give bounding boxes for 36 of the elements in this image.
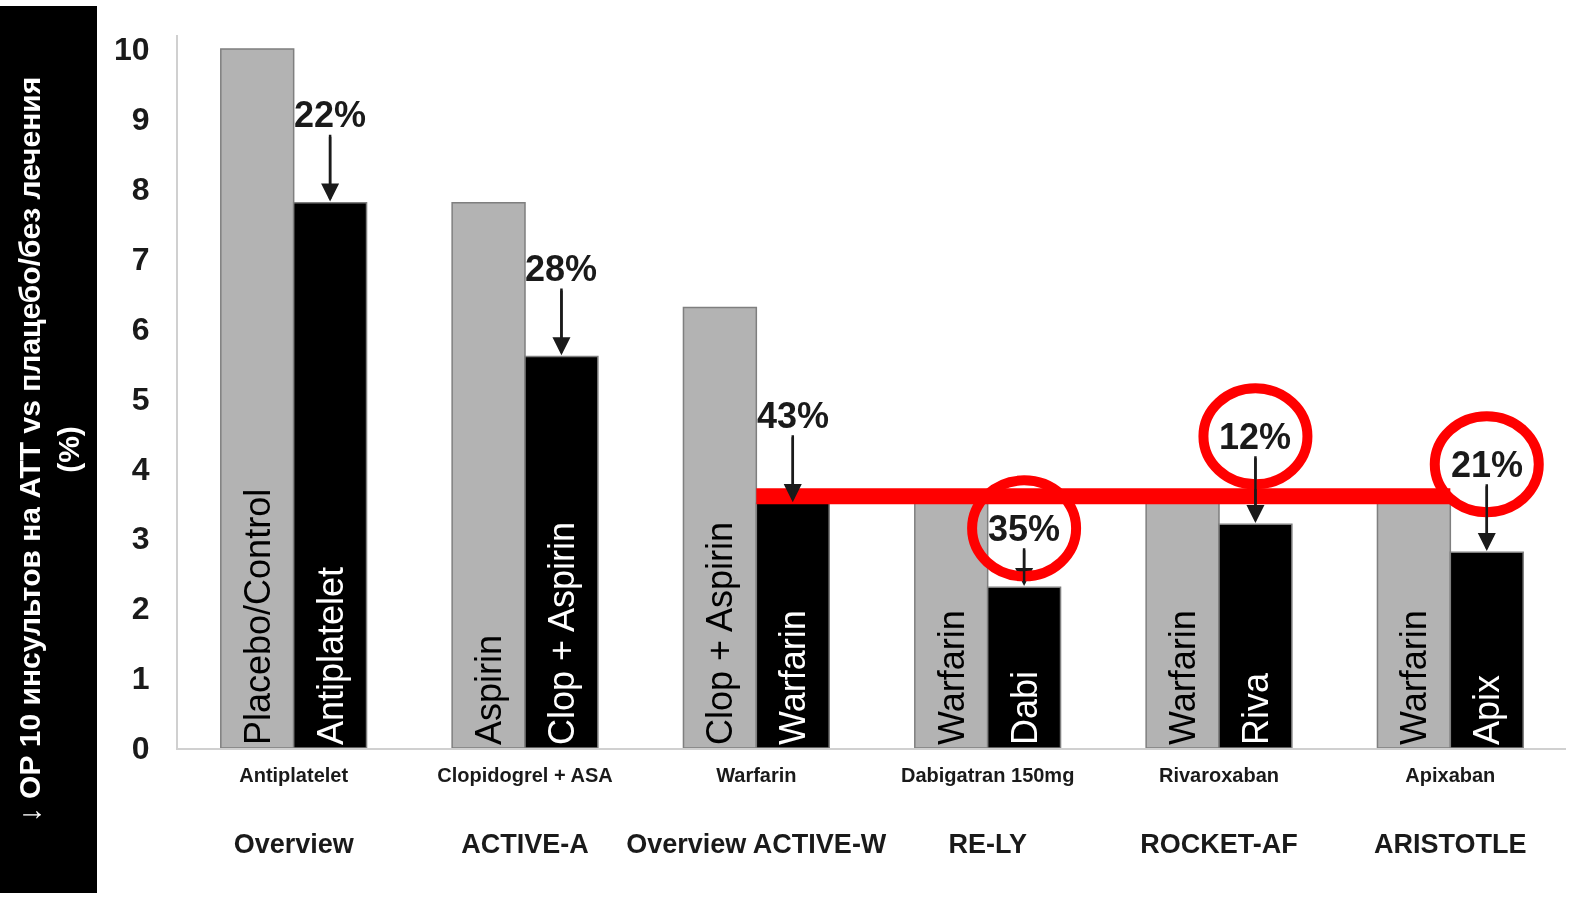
data-label: Clop + Aspirin: [540, 521, 582, 745]
category-label: Antiplatelet Overview: [233, 764, 354, 859]
category-label: Dabigatran 150mg RE-LY: [900, 764, 1075, 859]
annotation: 12%: [1219, 416, 1292, 457]
data-label: Aspirin: [468, 634, 510, 745]
data-label: Warfarin: [772, 610, 814, 745]
annotation: 35%: [988, 508, 1061, 549]
data-label: Placebo/Control: [236, 488, 278, 745]
category-label: Rivaroxaban ROCKET-AF: [1140, 764, 1298, 859]
y-tick-label: 7: [131, 240, 150, 277]
data-label: Apix: [1466, 674, 1508, 745]
data-label: Clop + Aspirin: [699, 521, 741, 745]
y-axis-title: ↓ ОР 10 инсультов на АТТ vs плацебо/без лечения (%): [12, 76, 85, 823]
data-label: Warfarin: [1393, 610, 1435, 745]
annotation: 43%: [757, 395, 830, 436]
y-tick-label: 2: [131, 590, 150, 627]
y-tick-label: 1: [131, 660, 150, 697]
data-label: Warfarin: [930, 610, 972, 745]
annotation: 28%: [525, 248, 598, 289]
y-tick-label: 5: [131, 380, 150, 417]
data-label: Riva: [1234, 672, 1276, 745]
y-tick-label: 10: [114, 31, 150, 68]
y-tick-label: 6: [131, 310, 150, 347]
category-label: Apixaban ARISTOTLE: [1374, 764, 1527, 859]
data-label: Dabi: [1003, 670, 1045, 745]
category-label: Warfarin Overview ACTIVE-W: [626, 764, 887, 859]
annotation: 22%: [294, 94, 367, 135]
y-tick-label: 4: [131, 450, 150, 487]
annotation: 21%: [1451, 444, 1524, 485]
data-label: Warfarin: [1162, 610, 1204, 745]
y-tick-label: 9: [131, 101, 150, 138]
data-label: Antiplatelet: [309, 566, 351, 745]
y-tick-label: 8: [131, 170, 150, 207]
y-tick-label: 3: [131, 520, 150, 557]
y-tick-label: 0: [131, 730, 150, 767]
category-label: Clopidogrel + ASA ACTIVE-A: [437, 764, 613, 859]
